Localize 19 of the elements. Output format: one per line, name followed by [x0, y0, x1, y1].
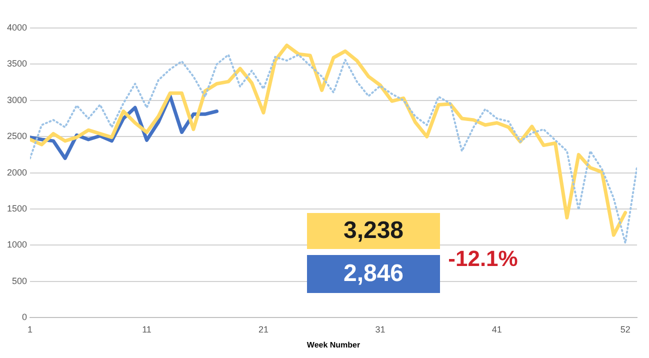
y-tick-label: 3500 — [6, 58, 28, 69]
annotation: -12.1% — [447, 245, 519, 273]
y-tick-label: 2000 — [6, 167, 28, 178]
x-axis-title: Week Number — [306, 340, 360, 350]
x-tick-label: 41 — [492, 324, 502, 334]
y-tick-label: 2500 — [6, 131, 28, 142]
y-tick-label: 0 — [22, 312, 28, 322]
x-tick-label: 1 — [28, 324, 33, 334]
y-tick-label: 3000 — [6, 94, 28, 105]
y-tick-label: 1000 — [6, 240, 28, 250]
x-tick-label: 31 — [375, 324, 386, 334]
annotation: 3,238 — [307, 213, 440, 249]
y-tick-label: 500 — [12, 276, 28, 286]
x-tick-label: 11 — [142, 324, 152, 334]
x-tick-label: 21 — [258, 324, 268, 334]
y-tick-label: 1500 — [6, 203, 28, 214]
y-tick-label: 4000 — [6, 22, 28, 32]
x-tick-label: 52 — [620, 324, 630, 334]
annotation: 2,846 — [307, 255, 440, 293]
